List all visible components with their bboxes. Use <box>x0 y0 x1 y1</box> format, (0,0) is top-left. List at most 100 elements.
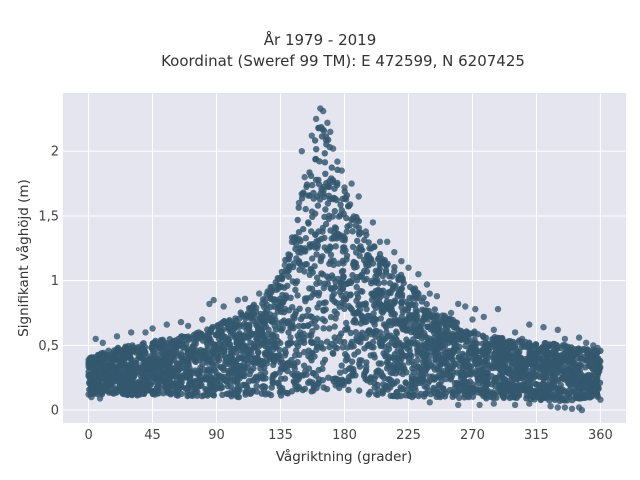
data-point <box>562 360 569 367</box>
data-point <box>274 308 282 315</box>
data-point <box>550 379 557 386</box>
data-point <box>308 332 315 339</box>
data-point <box>208 384 215 392</box>
data-point <box>382 352 389 359</box>
data-point <box>462 359 469 366</box>
data-point <box>561 388 568 395</box>
data-point <box>530 370 537 377</box>
data-point <box>443 328 450 335</box>
data-point <box>197 364 204 372</box>
data-point <box>120 387 127 394</box>
data-point <box>429 341 437 349</box>
data-point <box>391 355 398 363</box>
data-point <box>301 385 309 392</box>
data-point <box>354 348 362 355</box>
data-point <box>520 343 527 350</box>
data-point <box>227 358 234 365</box>
data-point <box>193 349 201 357</box>
data-point <box>376 261 383 268</box>
data-point <box>430 384 437 392</box>
data-point <box>331 323 338 330</box>
data-point <box>500 388 507 396</box>
data-point <box>420 314 428 321</box>
data-point <box>348 180 355 187</box>
data-point <box>589 358 596 365</box>
data-point <box>261 297 269 304</box>
data-point <box>393 336 400 343</box>
data-point <box>397 386 405 393</box>
data-point <box>372 304 379 312</box>
data-point <box>162 359 169 366</box>
data-point <box>377 315 385 322</box>
y-tick-label: 2 <box>51 145 59 160</box>
data-point <box>243 327 250 334</box>
data-point <box>302 248 309 255</box>
data-point <box>250 311 258 318</box>
data-point <box>542 358 549 365</box>
data-point <box>136 364 143 371</box>
data-point <box>204 342 211 349</box>
data-point <box>352 310 359 317</box>
data-point <box>444 351 451 358</box>
data-point <box>252 359 259 366</box>
data-point <box>338 167 345 174</box>
data-point <box>372 372 380 379</box>
data-point <box>346 278 353 285</box>
data-point <box>193 336 200 343</box>
data-point <box>128 391 136 399</box>
data-point <box>435 381 442 389</box>
data-point <box>279 365 286 372</box>
data-point <box>509 343 517 350</box>
data-point <box>160 339 167 346</box>
data-point <box>243 343 250 350</box>
data-point <box>250 317 257 324</box>
data-points <box>85 105 604 414</box>
data-point <box>213 362 221 369</box>
data-point <box>473 340 481 347</box>
data-point <box>313 146 320 153</box>
data-point <box>281 305 289 313</box>
data-point <box>149 374 157 382</box>
data-point <box>324 200 332 207</box>
data-point <box>465 393 472 401</box>
data-point <box>231 377 238 385</box>
data-point <box>356 231 363 238</box>
data-point <box>522 355 529 363</box>
data-point <box>529 391 536 398</box>
data-point <box>268 317 276 324</box>
data-point <box>306 271 313 278</box>
data-point <box>275 352 283 359</box>
data-point <box>177 318 185 326</box>
data-point <box>489 390 496 398</box>
data-point <box>300 189 307 196</box>
data-point <box>435 326 443 333</box>
data-point <box>306 169 313 176</box>
data-point <box>320 107 327 115</box>
data-point <box>327 128 334 135</box>
data-point <box>481 378 489 385</box>
data-point <box>434 320 442 328</box>
data-point <box>292 234 299 241</box>
data-point <box>292 372 299 379</box>
data-point <box>288 319 296 326</box>
data-point <box>189 343 197 350</box>
data-point <box>335 260 342 267</box>
data-point <box>191 357 199 364</box>
data-point <box>359 288 366 295</box>
data-point <box>434 316 441 323</box>
data-point <box>295 249 302 256</box>
y-tick-label: 0,5 <box>38 339 59 354</box>
data-point <box>245 351 252 359</box>
data-point <box>245 334 252 342</box>
data-point <box>491 350 498 357</box>
data-point <box>410 286 417 294</box>
data-point <box>541 340 548 347</box>
data-point <box>480 313 487 321</box>
data-point <box>447 309 455 317</box>
data-point <box>247 304 254 312</box>
data-point <box>494 334 501 342</box>
data-point <box>462 303 469 310</box>
data-point <box>285 329 292 336</box>
data-point <box>302 205 309 213</box>
data-point <box>127 360 135 367</box>
